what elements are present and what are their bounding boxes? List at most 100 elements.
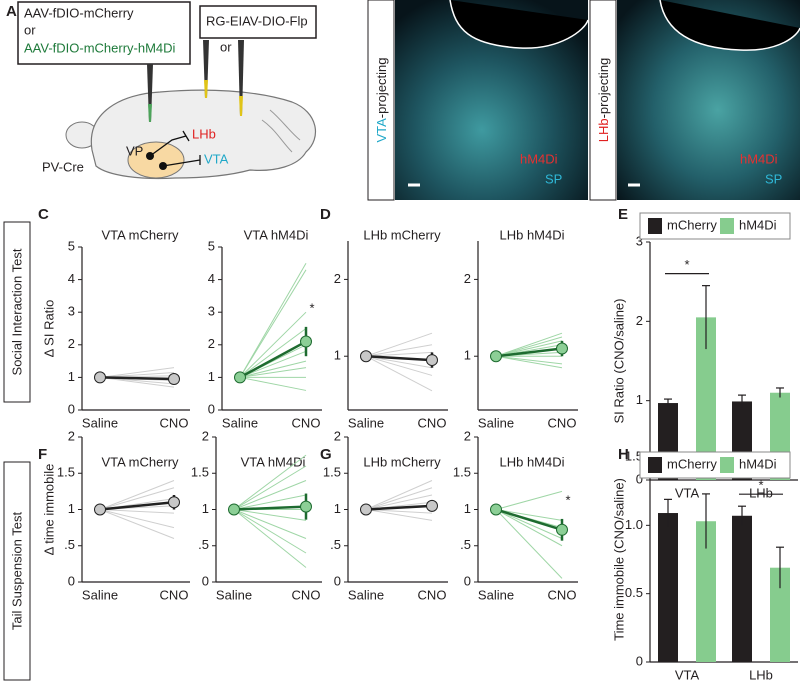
mean-line: [233, 505, 307, 511]
subject-line: [365, 355, 433, 369]
chart-title: LHb hM4Di: [499, 227, 564, 242]
subject-line: [99, 509, 175, 514]
subject-line: [233, 454, 307, 510]
stain-label: SP: [545, 171, 562, 186]
syringe-tip: [239, 96, 243, 116]
row-label: Tail Suspension Test: [9, 511, 24, 630]
panel-label: G: [320, 446, 332, 463]
y-tick-label: 1: [68, 501, 75, 516]
or-label: or: [220, 39, 232, 54]
image-label: LHb-projecting: [596, 58, 611, 143]
mean-line: [365, 504, 433, 511]
subject-line: [239, 311, 307, 378]
x-tick-label: Saline: [216, 587, 252, 602]
subject-line: [495, 336, 563, 357]
mean-marker: [490, 503, 502, 516]
virus-label: AAV-fDIO-mCherry: [24, 5, 134, 20]
vp-label: VP: [126, 143, 143, 158]
y-tick-label: 2: [334, 428, 341, 443]
y-tick-label: 2: [68, 336, 75, 351]
subject-line: [365, 332, 433, 357]
subject-line: [495, 355, 563, 369]
panel-label: C: [38, 206, 49, 223]
schematic: AAV-fDIO-mCherry or AAV-fDIO-mCherry-hM4…: [17, 1, 317, 180]
subject-line: [99, 367, 175, 378]
row-labels: Social Interaction Test Tail Suspension …: [3, 221, 31, 681]
significance: *: [565, 492, 570, 507]
y-tick-label: 0.5: [625, 585, 643, 600]
subject-line: [365, 355, 433, 392]
y-tick-label: 1: [208, 369, 215, 384]
y-axis-label: Time immobile (CNO/saline): [611, 478, 626, 641]
syringe-tip: [148, 104, 152, 122]
y-tick-label: 1.5: [191, 465, 209, 480]
y-tick-label: 1.5: [625, 448, 643, 463]
y-tick-label: .5: [330, 537, 341, 552]
legend-label: mCherry: [667, 456, 717, 471]
subject-line: [495, 490, 563, 510]
mean-marker: [556, 342, 568, 355]
x-tick-label: LHb: [749, 667, 773, 682]
ventricle-outline: [659, 0, 800, 51]
subject-line: [99, 480, 175, 510]
legend-swatch: [648, 457, 662, 473]
chart-title: VTA mCherry: [101, 454, 179, 469]
virus-label: AAV-fDIO-mCherry-hM4Di: [24, 40, 176, 55]
subject-line: [495, 509, 563, 539]
x-tick-label: VTA: [675, 667, 700, 682]
row-label-box: [3, 221, 31, 403]
y-tick-label: 2: [464, 428, 471, 443]
subject-line: [495, 340, 563, 357]
mean-line: [495, 508, 563, 531]
y-tick-label: 3: [636, 233, 643, 248]
x-tick-label: Saline: [82, 587, 118, 602]
subject-line: [239, 350, 307, 378]
y-tick-label: 1: [334, 348, 341, 363]
chart-title: LHb hM4Di: [499, 454, 564, 469]
y-tick-label: 2: [202, 428, 209, 443]
y-tick-label: 3: [208, 304, 215, 319]
subject-line: [239, 367, 307, 378]
legend-swatch: [648, 218, 662, 234]
y-tick-label: 4: [68, 271, 75, 286]
x-tick-label: CNO: [548, 415, 577, 430]
strain-label: PV-Cre: [42, 159, 84, 174]
mean-marker: [426, 499, 438, 512]
y-tick-label: 3: [68, 304, 75, 319]
stain-label: hM4Di: [520, 151, 558, 166]
x-tick-label: CNO: [292, 587, 321, 602]
y-tick-label: 1.0: [625, 517, 643, 532]
ventricle-outline: [449, 0, 589, 49]
y-tick-label: 1.5: [57, 465, 75, 480]
chart-title: LHb mCherry: [363, 454, 441, 469]
mean-marker: [360, 350, 372, 363]
y-axis-label: SI Ratio (CNO/saline): [611, 299, 626, 424]
chart-title: VTA hM4Di: [241, 454, 306, 469]
stain-label: SP: [765, 171, 782, 186]
x-tick-label: Saline: [222, 415, 258, 430]
y-tick-label: 2: [334, 271, 341, 286]
subject-line: [365, 494, 433, 510]
mean-marker: [300, 500, 312, 513]
vta-label: VTA: [204, 151, 229, 166]
lhb-label: LHb: [192, 126, 216, 141]
suffix: -projecting: [374, 57, 389, 118]
y-tick-label: 5: [68, 238, 75, 253]
x-tick-label: Saline: [478, 587, 514, 602]
virus-label: RG-EIAV-DIO-Flp: [206, 13, 308, 28]
cerebellum-folds: [261, 109, 301, 153]
image-label-box: [367, 0, 395, 201]
subject-line: [239, 360, 307, 378]
subject-line: [365, 509, 433, 521]
subject-line: [365, 480, 433, 510]
y-axis-label: Δ time immobile: [41, 464, 56, 556]
subject-line: [99, 376, 175, 388]
bar: [770, 567, 790, 662]
subject-line: [233, 509, 307, 539]
mean-marker: [168, 373, 180, 386]
y-tick-label: .5: [460, 537, 471, 552]
x-tick-label: CNO: [418, 415, 447, 430]
y-tick-label: 1: [202, 501, 209, 516]
y-tick-label: 0: [636, 653, 643, 668]
